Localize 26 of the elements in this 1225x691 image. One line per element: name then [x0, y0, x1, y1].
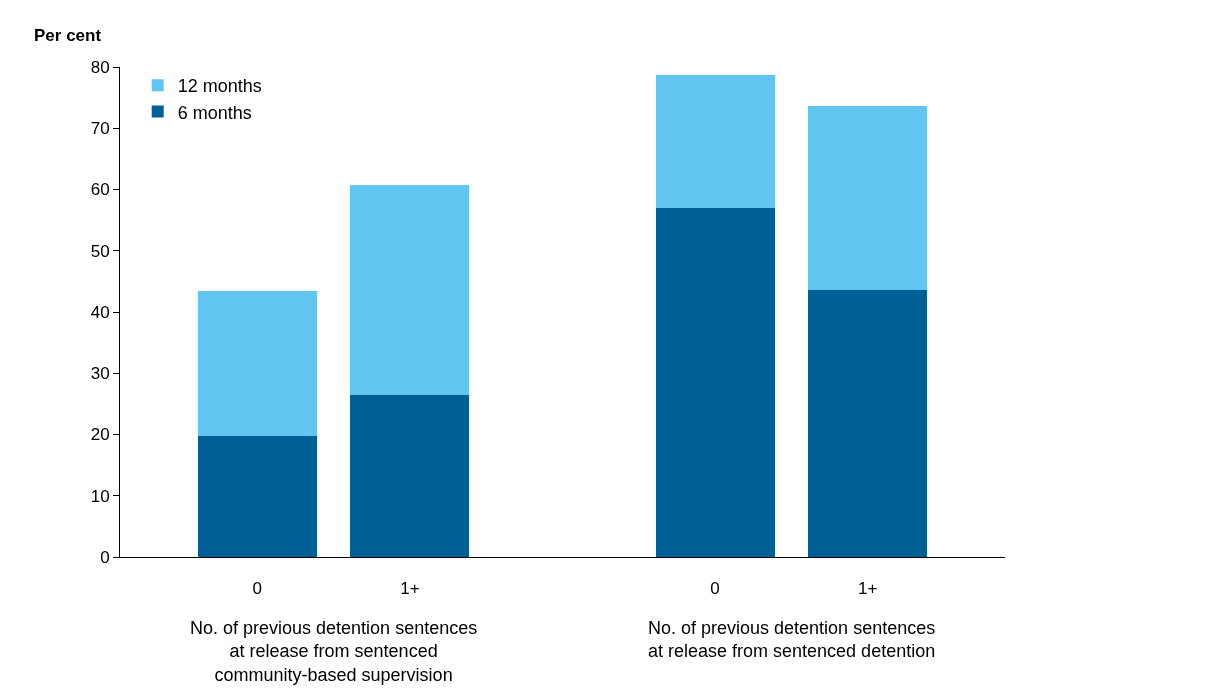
- y-tick-label: 50: [90, 241, 110, 261]
- x-tick-label: 1+: [857, 579, 878, 599]
- y-axis-title: Per cent: [34, 26, 102, 45]
- x-tick-label: 0: [252, 579, 263, 599]
- text: No. of previous detention sentences at release from sentenced community-based supervision: [190, 618, 478, 685]
- bar: [808, 289, 928, 557]
- y-tick-label: 20: [90, 425, 110, 445]
- x-tick-label: 0: [710, 579, 720, 599]
- legend-label: 6 months: [177, 102, 252, 123]
- x-tick-label: 1+: [400, 579, 420, 599]
- bar: [350, 395, 470, 557]
- bar: [655, 74, 775, 208]
- y-tick-label: 0: [100, 547, 110, 567]
- bar: [808, 106, 928, 290]
- y-tick-label: 40: [90, 302, 110, 322]
- bar: [655, 207, 775, 557]
- bar: [197, 291, 317, 436]
- bar: [197, 435, 317, 557]
- y-tick-label: 60: [90, 180, 110, 200]
- y-tick-label: 80: [90, 57, 110, 77]
- y-tick-label: 30: [90, 364, 110, 384]
- bar: [350, 185, 470, 396]
- y-tick-label: 10: [90, 486, 110, 506]
- y-tick-label: 70: [90, 119, 110, 139]
- legend-label: 12 months: [177, 76, 262, 97]
- text: No. of previous detention sentences at release from sentenced detention: [648, 618, 936, 662]
